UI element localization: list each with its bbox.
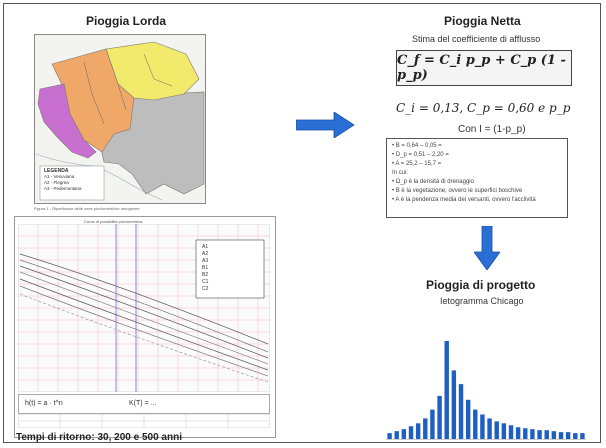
map-legend-item: A3 - Pedemontana [44, 186, 82, 191]
chart-legend-item: B1 [202, 265, 209, 271]
chart-title: Curve di possibilità pluviometrica [84, 219, 143, 224]
note-line: • Ω_p è la densità di drenaggio [392, 179, 474, 185]
coefficient-table [18, 414, 270, 428]
hyetograph-bar [423, 418, 428, 439]
hyetograph-bar [551, 431, 557, 439]
design-rain-subtitle: Ietogramma Chicago [440, 296, 524, 306]
map-legend-item: A1 - Vesuviana [44, 174, 75, 179]
map-legend: LEGENDA A1 - Vesuviana A2 - Flegrea A3 -… [44, 168, 106, 192]
coefficient-values: C_i = 0,13, C_p = 0,60 e p_p [396, 101, 571, 115]
net-rain-subtitle: Stima del coefficiente di afflusso [412, 34, 541, 44]
hyetograph-bar [508, 425, 514, 439]
chart-legend-item: B2 [202, 272, 209, 278]
hyetograph-bar [401, 429, 407, 439]
chart-legend-item: A3 [202, 258, 209, 264]
chart-legend-item: C2 [202, 286, 209, 292]
note-line: In cui: [392, 170, 409, 176]
slide-frame: Pioggia Lorda LEGENDA A1 - Vesuviana A2 … [3, 3, 601, 443]
chicago-hyetograph [386, 341, 586, 440]
hyetograph-bar [523, 428, 528, 439]
hyetograph-bar [558, 432, 564, 439]
hyetograph-bar [444, 341, 449, 439]
formula-strip: h(t) = a · t^n K(T) = ... [18, 394, 270, 414]
hyetograph-bar [487, 418, 492, 439]
hyetograph-bar [537, 430, 542, 439]
hyetograph-bar [480, 414, 485, 439]
hyetograph-bar [544, 430, 549, 439]
hyetograph-bar [394, 431, 399, 439]
chart-legend-item: A2 [202, 251, 209, 257]
hyetograph-bar [501, 423, 507, 439]
down-arrow-icon [474, 226, 500, 270]
hyetograph-bar [530, 429, 535, 439]
design-rain-title: Pioggia di progetto [426, 278, 536, 292]
chart-legend-item: A1 [202, 244, 209, 250]
map-title: Pioggia Lorda [86, 14, 167, 28]
rainfall-curves-chart [18, 224, 270, 392]
note-line: • D_p = 0,51 – 2,20 = [392, 152, 449, 158]
notes-box: • B = 0,64 – 0,05 = • D_p = 0,51 – 2,20 … [386, 138, 568, 218]
net-rain-title: Pioggia Netta [444, 14, 521, 28]
note-line: • A è la pendenza media dei versanti, ov… [392, 197, 536, 203]
map-legend-item: A2 - Flegrea [44, 180, 69, 185]
hyetograph-bar [515, 427, 521, 439]
hyetograph-bar [573, 433, 578, 439]
hyetograph-bar [565, 432, 571, 439]
rainfall-zones-map [34, 34, 206, 204]
formula-right: K(T) = ... [129, 400, 157, 407]
note-line: • A = 25,2 – 15,7 = [392, 161, 442, 167]
hyetograph-bar [465, 399, 471, 439]
hyetograph-bar [458, 384, 464, 439]
hyetograph-bar [437, 395, 442, 439]
note-line: • B è la vegetazione, ovvero le superfic… [392, 188, 523, 194]
map-caption: Figura 1 - Ripartizione delle zone pluvi… [34, 206, 140, 211]
runoff-formula-box: C_f = C_i p_p + C_p (1 - p_p) [396, 50, 572, 86]
hyetograph-bar [415, 423, 421, 439]
condition-line: Con I = (1-p_p) [458, 124, 526, 135]
chart-legend: A1 A2 A3 B1 B2 C1 C2 [202, 244, 262, 293]
right-arrow-icon [296, 112, 355, 138]
hyetograph-bar [451, 370, 457, 439]
hyetograph-bar [408, 426, 414, 439]
hyetograph-bar [580, 433, 585, 439]
hyetograph-bar [473, 409, 478, 439]
map-zone-magenta [37, 83, 97, 159]
note-line: • B = 0,64 – 0,05 = [392, 143, 442, 149]
runoff-formula: C_f = C_i p_p + C_p (1 - p_p) [397, 53, 566, 83]
hyetograph-bar [387, 433, 392, 439]
hyetograph-bar [430, 409, 435, 439]
return-periods-caption: Tempi di ritorno: 30, 200 e 500 anni [16, 432, 182, 443]
chart-legend-item: C1 [202, 279, 209, 285]
map-legend-title: LEGENDA [44, 168, 69, 174]
hyetograph-bar [494, 421, 499, 439]
formula-left: h(t) = a · t^n [25, 400, 63, 407]
